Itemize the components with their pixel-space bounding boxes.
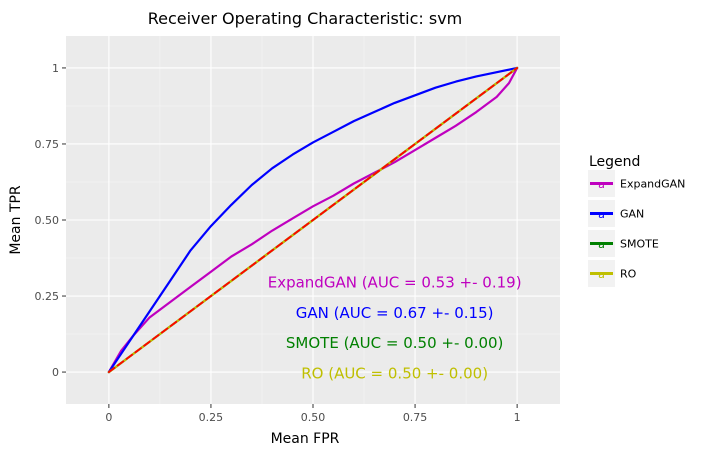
legend-key-glyph: a [598,178,605,191]
annotation-layer: ExpandGAN (AUC = 0.53 +- 0.19) GAN (AUC =… [268,273,522,382]
auc-annotation: RO (AUC = 0.50 +- 0.00) [301,365,488,383]
legend-item-gan: a GAN [588,200,644,227]
legend-label: GAN [620,208,644,221]
legend-item-ro: a RO [588,260,637,287]
legend-key-glyph: a [598,208,605,221]
x-tick-label: 0.75 [403,411,428,424]
series-line-expandgan [107,66,519,374]
y-tick-label: 0.50 [35,214,60,227]
x-axis-ticks: 0 0.25 0.50 0.75 1 [105,404,521,424]
legend: Legend a ExpandGAN a GAN a SMOTE a RO [588,154,685,287]
x-tick-label: 0.25 [199,411,224,424]
auc-annotation: ExpandGAN (AUC = 0.53 +- 0.19) [268,273,522,291]
legend-label: ExpandGAN [620,178,685,191]
auc-annotation: SMOTE (AUC = 0.50 +- 0.00) [286,334,504,352]
y-axis-title: Mean TPR [8,185,24,255]
y-tick-label: 0 [52,366,59,379]
chart-title: Receiver Operating Characteristic: svm [148,9,463,28]
legend-key-glyph: a [598,238,605,251]
auc-annotation: GAN (AUC = 0.67 +- 0.15) [296,304,494,322]
legend-item-smote: a SMOTE [588,230,659,257]
x-axis-title: Mean FPR [271,431,340,447]
legend-title: Legend [589,154,640,170]
legend-label: SMOTE [620,238,659,251]
legend-key-glyph: a [598,268,605,281]
x-tick-label: 1 [514,411,521,424]
series-line-gan [107,66,519,374]
series-line-diagonal-reference [107,67,519,373]
y-tick-label: 0.75 [35,138,60,151]
series-layer [107,66,519,374]
x-tick-label: 0 [105,411,112,424]
y-tick-label: 1 [52,62,59,75]
x-tick-label: 0.50 [301,411,326,424]
y-axis-ticks: 0 0.25 0.50 0.75 1 [35,62,66,379]
legend-label: RO [620,268,637,281]
y-tick-label: 0.25 [35,290,60,303]
legend-item-expandgan: a ExpandGAN [588,170,685,197]
